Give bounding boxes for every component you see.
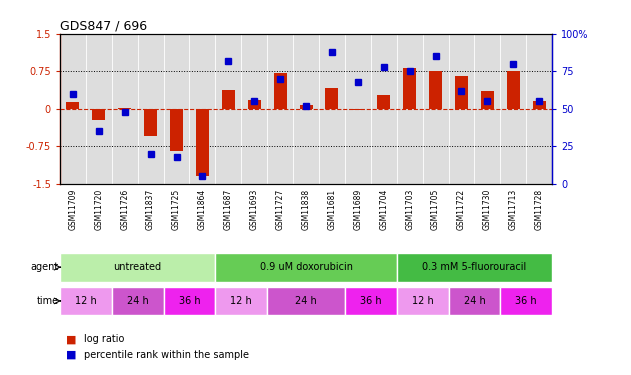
Text: GSM11705: GSM11705 xyxy=(431,189,440,230)
Bar xyxy=(92,109,105,120)
Text: GSM11709: GSM11709 xyxy=(68,189,78,230)
Bar xyxy=(215,286,267,315)
Bar xyxy=(351,109,364,110)
Text: log ratio: log ratio xyxy=(84,334,124,344)
Text: percentile rank within the sample: percentile rank within the sample xyxy=(84,350,249,360)
Bar xyxy=(377,95,390,109)
Text: GSM11687: GSM11687 xyxy=(224,189,233,230)
Text: GSM11726: GSM11726 xyxy=(121,189,129,230)
Text: 24 h: 24 h xyxy=(464,296,485,306)
Text: GSM11689: GSM11689 xyxy=(353,189,362,230)
Bar xyxy=(60,253,215,282)
Bar xyxy=(170,109,183,151)
Bar xyxy=(397,253,552,282)
Text: time: time xyxy=(37,296,59,306)
Bar xyxy=(248,100,261,109)
Bar xyxy=(163,286,215,315)
Bar xyxy=(222,90,235,109)
Text: 0.3 mM 5-fluorouracil: 0.3 mM 5-fluorouracil xyxy=(422,262,526,272)
Text: GSM11681: GSM11681 xyxy=(327,189,336,230)
Bar xyxy=(403,68,416,109)
Text: 36 h: 36 h xyxy=(360,296,382,306)
Bar xyxy=(66,102,80,109)
Bar xyxy=(60,286,112,315)
Bar xyxy=(267,286,345,315)
Text: GSM11704: GSM11704 xyxy=(379,189,388,230)
Text: 12 h: 12 h xyxy=(230,296,252,306)
Bar xyxy=(326,88,338,109)
Text: 12 h: 12 h xyxy=(75,296,97,306)
Bar xyxy=(533,101,546,109)
Bar xyxy=(144,109,157,136)
Bar xyxy=(300,105,312,109)
Bar xyxy=(500,286,552,315)
Text: untreated: untreated xyxy=(114,262,162,272)
Bar xyxy=(274,73,286,109)
Text: GSM11838: GSM11838 xyxy=(302,189,310,230)
Text: GSM11837: GSM11837 xyxy=(146,189,155,230)
Text: 36 h: 36 h xyxy=(179,296,200,306)
Text: GSM11703: GSM11703 xyxy=(405,189,414,230)
Text: 24 h: 24 h xyxy=(127,296,148,306)
Text: GSM11728: GSM11728 xyxy=(534,189,544,230)
Bar xyxy=(215,253,397,282)
Text: GSM11725: GSM11725 xyxy=(172,189,181,230)
Bar xyxy=(196,109,209,176)
Text: ■: ■ xyxy=(66,350,77,360)
Text: GDS847 / 696: GDS847 / 696 xyxy=(60,20,147,33)
Text: ■: ■ xyxy=(66,334,77,344)
Text: 36 h: 36 h xyxy=(516,296,537,306)
Text: GSM11720: GSM11720 xyxy=(94,189,103,230)
Bar xyxy=(118,108,131,109)
Text: GSM11693: GSM11693 xyxy=(250,189,259,230)
Bar xyxy=(397,286,449,315)
Text: GSM11722: GSM11722 xyxy=(457,189,466,230)
Bar xyxy=(449,286,500,315)
Text: agent: agent xyxy=(30,262,59,272)
Bar xyxy=(507,71,520,109)
Text: 12 h: 12 h xyxy=(412,296,433,306)
Bar xyxy=(112,286,163,315)
Bar xyxy=(481,91,494,109)
Text: GSM11730: GSM11730 xyxy=(483,189,492,230)
Bar xyxy=(429,71,442,109)
Text: GSM11864: GSM11864 xyxy=(198,189,207,230)
Text: 0.9 uM doxorubicin: 0.9 uM doxorubicin xyxy=(259,262,353,272)
Text: 24 h: 24 h xyxy=(295,296,317,306)
Bar xyxy=(345,286,397,315)
Bar xyxy=(455,76,468,109)
Text: GSM11727: GSM11727 xyxy=(276,189,285,230)
Text: GSM11713: GSM11713 xyxy=(509,189,518,230)
